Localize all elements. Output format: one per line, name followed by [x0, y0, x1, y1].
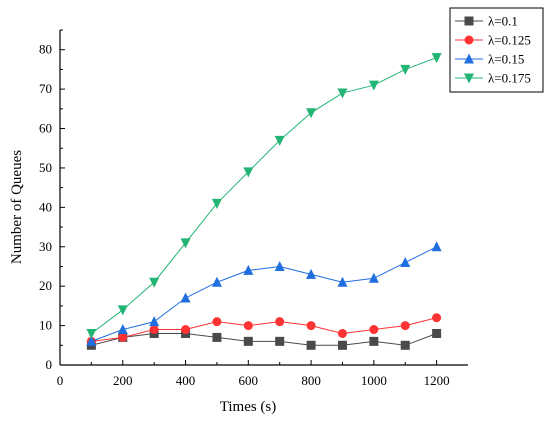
y-tick-label: 20	[39, 278, 52, 293]
data-point	[337, 88, 348, 99]
legend-marker	[464, 73, 474, 84]
data-point	[149, 277, 160, 288]
series-line	[91, 317, 437, 342]
data-point	[400, 257, 411, 268]
axes: 0 200 400 600 800 1000 1200 0 10 20 30 40 50 60 70 80	[39, 29, 468, 388]
legend: λ=0.1 λ=0.125 λ=0.15 λ=0.175	[449, 7, 544, 93]
data-point	[274, 260, 285, 271]
data-point	[337, 276, 348, 287]
data-point	[274, 135, 285, 146]
data-point	[400, 321, 410, 331]
data-point	[431, 241, 442, 252]
y-tick-label: 50	[39, 160, 52, 175]
x-tick-label: 800	[301, 373, 321, 388]
series-2	[86, 313, 442, 346]
legend-label: λ=0.125	[488, 33, 531, 48]
x-tick-label: 0	[57, 373, 64, 388]
data-point	[86, 335, 97, 346]
y-tick-label: 60	[39, 121, 52, 136]
x-tick-label: 1200	[424, 373, 450, 388]
data-point	[117, 324, 128, 335]
data-point	[275, 317, 285, 327]
data-point	[211, 198, 222, 209]
data-point	[400, 64, 411, 75]
x-axis-title: Times (s)	[220, 399, 277, 415]
data-point	[180, 292, 191, 303]
data-point	[275, 336, 285, 346]
data-point	[432, 328, 442, 338]
y-tick-label: 80	[39, 42, 52, 57]
legend-label: λ=0.1	[488, 14, 518, 29]
data-point	[180, 238, 191, 249]
x-tick-label: 400	[176, 373, 196, 388]
data-point	[369, 336, 379, 346]
data-point	[306, 268, 317, 279]
data-point	[243, 264, 254, 275]
data-point	[212, 332, 222, 342]
series-line	[91, 57, 437, 334]
y-tick-label: 40	[39, 199, 52, 214]
data-point	[149, 316, 160, 327]
legend-marker	[464, 35, 474, 45]
data-point	[212, 317, 222, 327]
series-4	[86, 53, 442, 339]
data-point	[243, 336, 253, 346]
data-point	[306, 321, 316, 331]
data-point	[432, 313, 442, 323]
data-point	[117, 305, 128, 316]
data-point	[337, 340, 347, 350]
data-point	[369, 325, 379, 335]
series-3	[86, 241, 442, 346]
data-point	[181, 325, 191, 335]
legend-label: λ=0.15	[488, 52, 524, 67]
data-point	[211, 276, 222, 287]
data-point	[400, 340, 410, 350]
x-tick-label: 200	[113, 373, 133, 388]
data-point	[337, 328, 347, 338]
data-point	[306, 108, 317, 119]
data-point	[86, 328, 97, 339]
y-tick-label: 10	[39, 318, 52, 333]
y-tick-label: 0	[46, 357, 53, 372]
legend-marker	[464, 16, 474, 26]
data-point	[368, 80, 379, 91]
y-axis-title: Number of Queues	[9, 150, 25, 264]
data-point	[243, 167, 254, 178]
data-point	[431, 53, 442, 64]
series-group	[86, 53, 442, 350]
data-point	[149, 325, 159, 335]
x-tick-label: 1000	[361, 373, 387, 388]
x-tick-label: 600	[239, 373, 259, 388]
y-tick-label: 70	[39, 81, 52, 96]
series-line	[91, 246, 437, 342]
legend-marker	[464, 53, 474, 64]
data-point	[243, 321, 253, 331]
series-line	[91, 332, 437, 346]
data-point	[368, 272, 379, 283]
data-point	[306, 340, 316, 350]
series-1	[86, 328, 442, 350]
legend-label: λ=0.175	[488, 71, 531, 86]
y-tick-label: 30	[39, 239, 52, 254]
data-point	[118, 332, 128, 342]
